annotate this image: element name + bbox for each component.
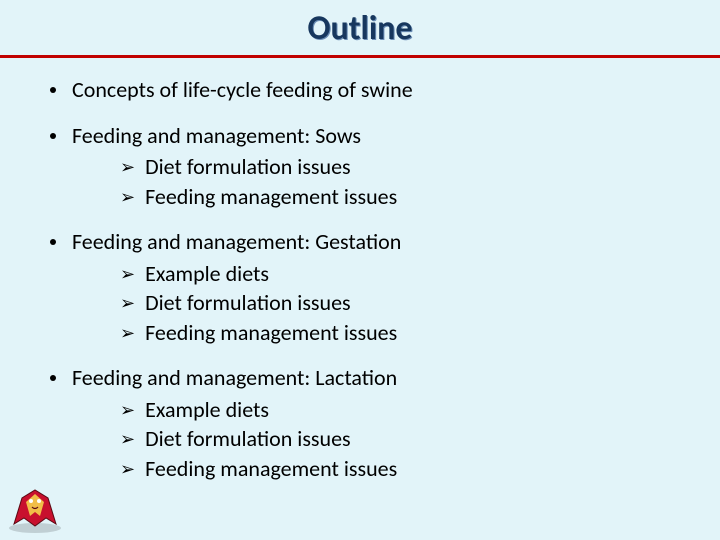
bullet-dot-icon xyxy=(50,87,56,93)
list-item-text: Feeding and management: Gestation xyxy=(72,228,401,256)
list-item: Feeding and management: Gestation xyxy=(50,228,680,256)
sublist-item: ➢ Diet formulation issues xyxy=(120,153,680,181)
title-region: Outline xyxy=(0,0,720,53)
slide-title: Outline xyxy=(307,8,412,49)
sublist-item: ➢ Example diets xyxy=(120,260,680,288)
bullet-group: Feeding and management: Sows ➢ Diet form… xyxy=(50,122,680,211)
sublist-item: ➢ Example diets xyxy=(120,396,680,424)
content-region: Concepts of life-cycle feeding of swine … xyxy=(0,58,720,482)
sublist-item: ➢ Feeding management issues xyxy=(120,183,680,211)
bullet-group: Concepts of life-cycle feeding of swine xyxy=(50,76,680,104)
sublist-item: ➢ Diet formulation issues xyxy=(120,425,680,453)
arrow-bullet-icon: ➢ xyxy=(120,458,135,480)
bullet-dot-icon xyxy=(50,239,56,245)
bullet-group: Feeding and management: Gestation ➢ Exam… xyxy=(50,228,680,346)
arrow-bullet-icon: ➢ xyxy=(120,399,135,421)
sublist-item-text: Feeding management issues xyxy=(145,183,397,211)
list-item-text: Feeding and management: Sows xyxy=(72,122,361,150)
sublist-item-text: Example diets xyxy=(145,396,269,424)
arrow-bullet-icon: ➢ xyxy=(120,263,135,285)
iowa-state-logo-icon xyxy=(4,482,66,534)
sublist-item-text: Feeding management issues xyxy=(145,455,397,483)
list-item: Concepts of life-cycle feeding of swine xyxy=(50,76,680,104)
bullet-dot-icon xyxy=(50,375,56,381)
arrow-bullet-icon: ➢ xyxy=(120,156,135,178)
arrow-bullet-icon: ➢ xyxy=(120,428,135,450)
slide: Outline Concepts of life-cycle feeding o… xyxy=(0,0,720,540)
sublist-item: ➢ Feeding management issues xyxy=(120,319,680,347)
sublist-item-text: Example diets xyxy=(145,260,269,288)
list-item-text: Concepts of life-cycle feeding of swine xyxy=(72,76,413,104)
bullet-group: Feeding and management: Lactation ➢ Exam… xyxy=(50,364,680,482)
list-item: Feeding and management: Sows xyxy=(50,122,680,150)
sublist-item-text: Diet formulation issues xyxy=(145,153,351,181)
arrow-bullet-icon: ➢ xyxy=(120,292,135,314)
sublist-item: ➢ Diet formulation issues xyxy=(120,289,680,317)
arrow-bullet-icon: ➢ xyxy=(120,186,135,208)
list-item-text: Feeding and management: Lactation xyxy=(72,364,397,392)
sublist-item-text: Feeding management issues xyxy=(145,319,397,347)
arrow-bullet-icon: ➢ xyxy=(120,322,135,344)
sublist-item-text: Diet formulation issues xyxy=(145,425,351,453)
list-item: Feeding and management: Lactation xyxy=(50,364,680,392)
bullet-dot-icon xyxy=(50,133,56,139)
sublist-item-text: Diet formulation issues xyxy=(145,289,351,317)
sublist-item: ➢ Feeding management issues xyxy=(120,455,680,483)
